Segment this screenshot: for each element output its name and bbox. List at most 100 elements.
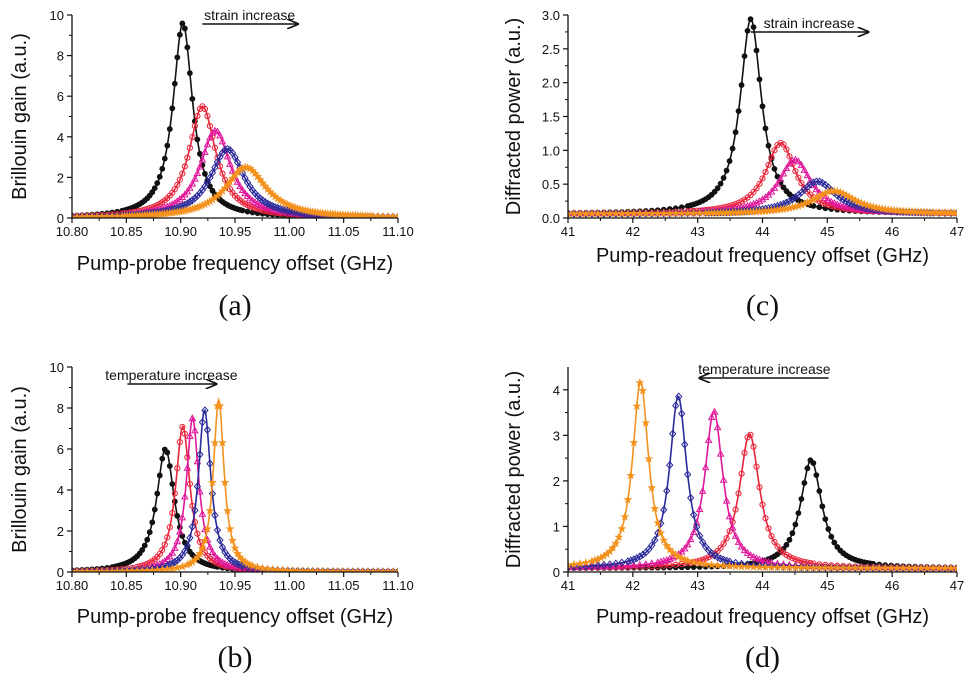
panel-d-series-4 <box>568 392 957 572</box>
panel-b-series-4-point <box>133 565 141 572</box>
panel-b-x-tick-label: 10.80 <box>56 578 89 593</box>
panel-d-series-5-point <box>632 401 642 410</box>
panel-d-series-2-point <box>774 543 781 550</box>
panel-c-series-3-point <box>755 197 764 205</box>
panel-a-series-3-point <box>241 189 249 197</box>
panel-d-series-5-point <box>952 563 957 572</box>
panel-d-series-5-point <box>689 557 699 567</box>
panel-a-series-3-point <box>236 182 244 190</box>
panel-a-series-2-point <box>194 112 201 120</box>
panel-d-series-3-point <box>623 561 632 569</box>
panel-c-y-tick-label: 2.5 <box>542 42 560 57</box>
panel-b-series-4-point <box>123 566 131 572</box>
panel-d-series-4-point <box>695 531 704 540</box>
panel-a-series-1-point <box>149 189 156 196</box>
panel-a-series-4-point <box>283 206 292 215</box>
panel-d: 41 42 43 44 45 46 47 0 1 2 3 4 Pump-readout frequenc… <box>503 361 964 674</box>
panel-d-series-5-point <box>659 535 669 545</box>
panel-b-series-1-point <box>141 542 148 549</box>
panel-d-series-3-point <box>746 551 755 559</box>
panel-c-series-1-point <box>732 129 739 136</box>
panel-d-series-3-point <box>707 413 716 421</box>
panel-d-series-2-point <box>717 544 724 551</box>
panel-b-series-4-point <box>216 536 224 545</box>
panel-c-x-axis-label: Pump-readout frequency offset (GHz) <box>596 245 929 267</box>
panel-d-y-tick-label: 2 <box>553 474 560 489</box>
panel-a-series-2-point <box>204 112 211 120</box>
panel-d-series-1-point <box>828 533 835 540</box>
panel-d-series-4-point <box>588 561 596 571</box>
panel-a-series-1-point <box>156 173 163 180</box>
panel-d-series-5-point <box>641 418 651 427</box>
panel-c-series-4-point <box>809 178 818 187</box>
panel-d-series-3-point <box>635 560 644 568</box>
panel-d-series-1-point <box>783 542 790 548</box>
panel-d-caption-label: (d) <box>745 641 780 674</box>
panel-d-series-3-point <box>752 554 761 562</box>
panel-d-series-2-point <box>783 551 790 558</box>
panel-c-series-3-point <box>767 187 776 195</box>
panel-d-series-5-point <box>623 495 633 504</box>
panel-b-series-3-point <box>178 513 187 521</box>
panel-c-series-1-point <box>720 175 727 181</box>
panel-d-series-3-point <box>695 505 704 513</box>
panel-c-series-4-point <box>794 190 803 200</box>
panel-a-series-4-point <box>191 194 199 203</box>
panel-d-series-5-point <box>569 559 579 569</box>
panel-c-x-tick-label: 42 <box>626 224 640 239</box>
panel-a-series-2-point <box>174 181 181 188</box>
panel-d-series-5-point <box>707 560 717 569</box>
panel-d-series-4-point <box>690 510 698 520</box>
panel-d-x-tick-label: 43 <box>690 578 704 593</box>
panel-a-series-4-point <box>221 145 229 155</box>
panel-a-x-tick-label: 11.10 <box>382 224 414 239</box>
panel-a-series-3-point <box>246 194 254 202</box>
panel-c-series-2-point <box>753 185 760 192</box>
panel-b-series-1-point <box>156 472 163 479</box>
panel-c-series-3-point <box>758 195 767 203</box>
panel-d-series-5-point <box>647 483 657 492</box>
panel-b-series-5-point <box>210 438 220 447</box>
panel-b-series-5-point <box>202 524 212 533</box>
panel-a-series-3-point <box>228 166 237 174</box>
panel-d-series-5-point <box>605 546 615 556</box>
panel-b-x-axis-label: Pump-probe frequency offset (GHz) <box>77 606 393 628</box>
panel-a-series-4-point <box>211 163 219 172</box>
panel-c-series-2-point <box>765 161 772 169</box>
panel-b-series-4-point <box>236 560 244 570</box>
panel-d-series-3-point <box>725 512 734 520</box>
panel-c-data <box>568 16 957 218</box>
panel-d-series-2-point <box>786 553 793 560</box>
panel-b-series-3-point <box>188 414 197 422</box>
panel-c-series-2-point <box>795 174 802 181</box>
panel-d-series-4-point <box>773 562 782 571</box>
panel-d-series-3-point <box>731 531 740 539</box>
panel-b-series-1-point <box>166 463 173 469</box>
panel-b-series-4-point <box>193 482 202 491</box>
panel-a-series-5-point <box>393 212 398 218</box>
panel-d-series-3-point <box>647 559 656 567</box>
panel-b-series-3-point <box>196 487 204 495</box>
panel-d-axes <box>567 367 957 573</box>
panel-a-series-1 <box>72 20 398 218</box>
panel-b-series-1-point <box>164 449 171 456</box>
panel-d-series-4-point <box>684 470 692 479</box>
panel-a-series-4-point <box>271 202 279 212</box>
panel-a-series-4-point <box>193 191 202 200</box>
panel-c-series-4-point <box>746 206 755 215</box>
panel-c-series-1-point <box>765 142 772 149</box>
panel-c-series-1-point <box>750 24 757 31</box>
panel-c-caption-label: (c) <box>746 289 779 322</box>
panel-b-series-3-point <box>191 426 199 434</box>
panel-b-series-4-point <box>113 566 121 572</box>
panel-d-series-3-point <box>728 523 737 531</box>
panel-b-series-4-point <box>176 553 184 563</box>
panel-b-series-4-point <box>208 489 217 498</box>
panel-d-series-1-point <box>831 539 838 546</box>
panel-a-series-1-point <box>151 185 158 192</box>
panel-b-series-5-point <box>223 506 232 515</box>
panel-b-series-5-point <box>197 543 207 553</box>
panel-c-series-1-point <box>762 125 769 132</box>
panel-d-series-1-point <box>798 496 805 502</box>
panel-a-series-3-point <box>193 169 202 177</box>
